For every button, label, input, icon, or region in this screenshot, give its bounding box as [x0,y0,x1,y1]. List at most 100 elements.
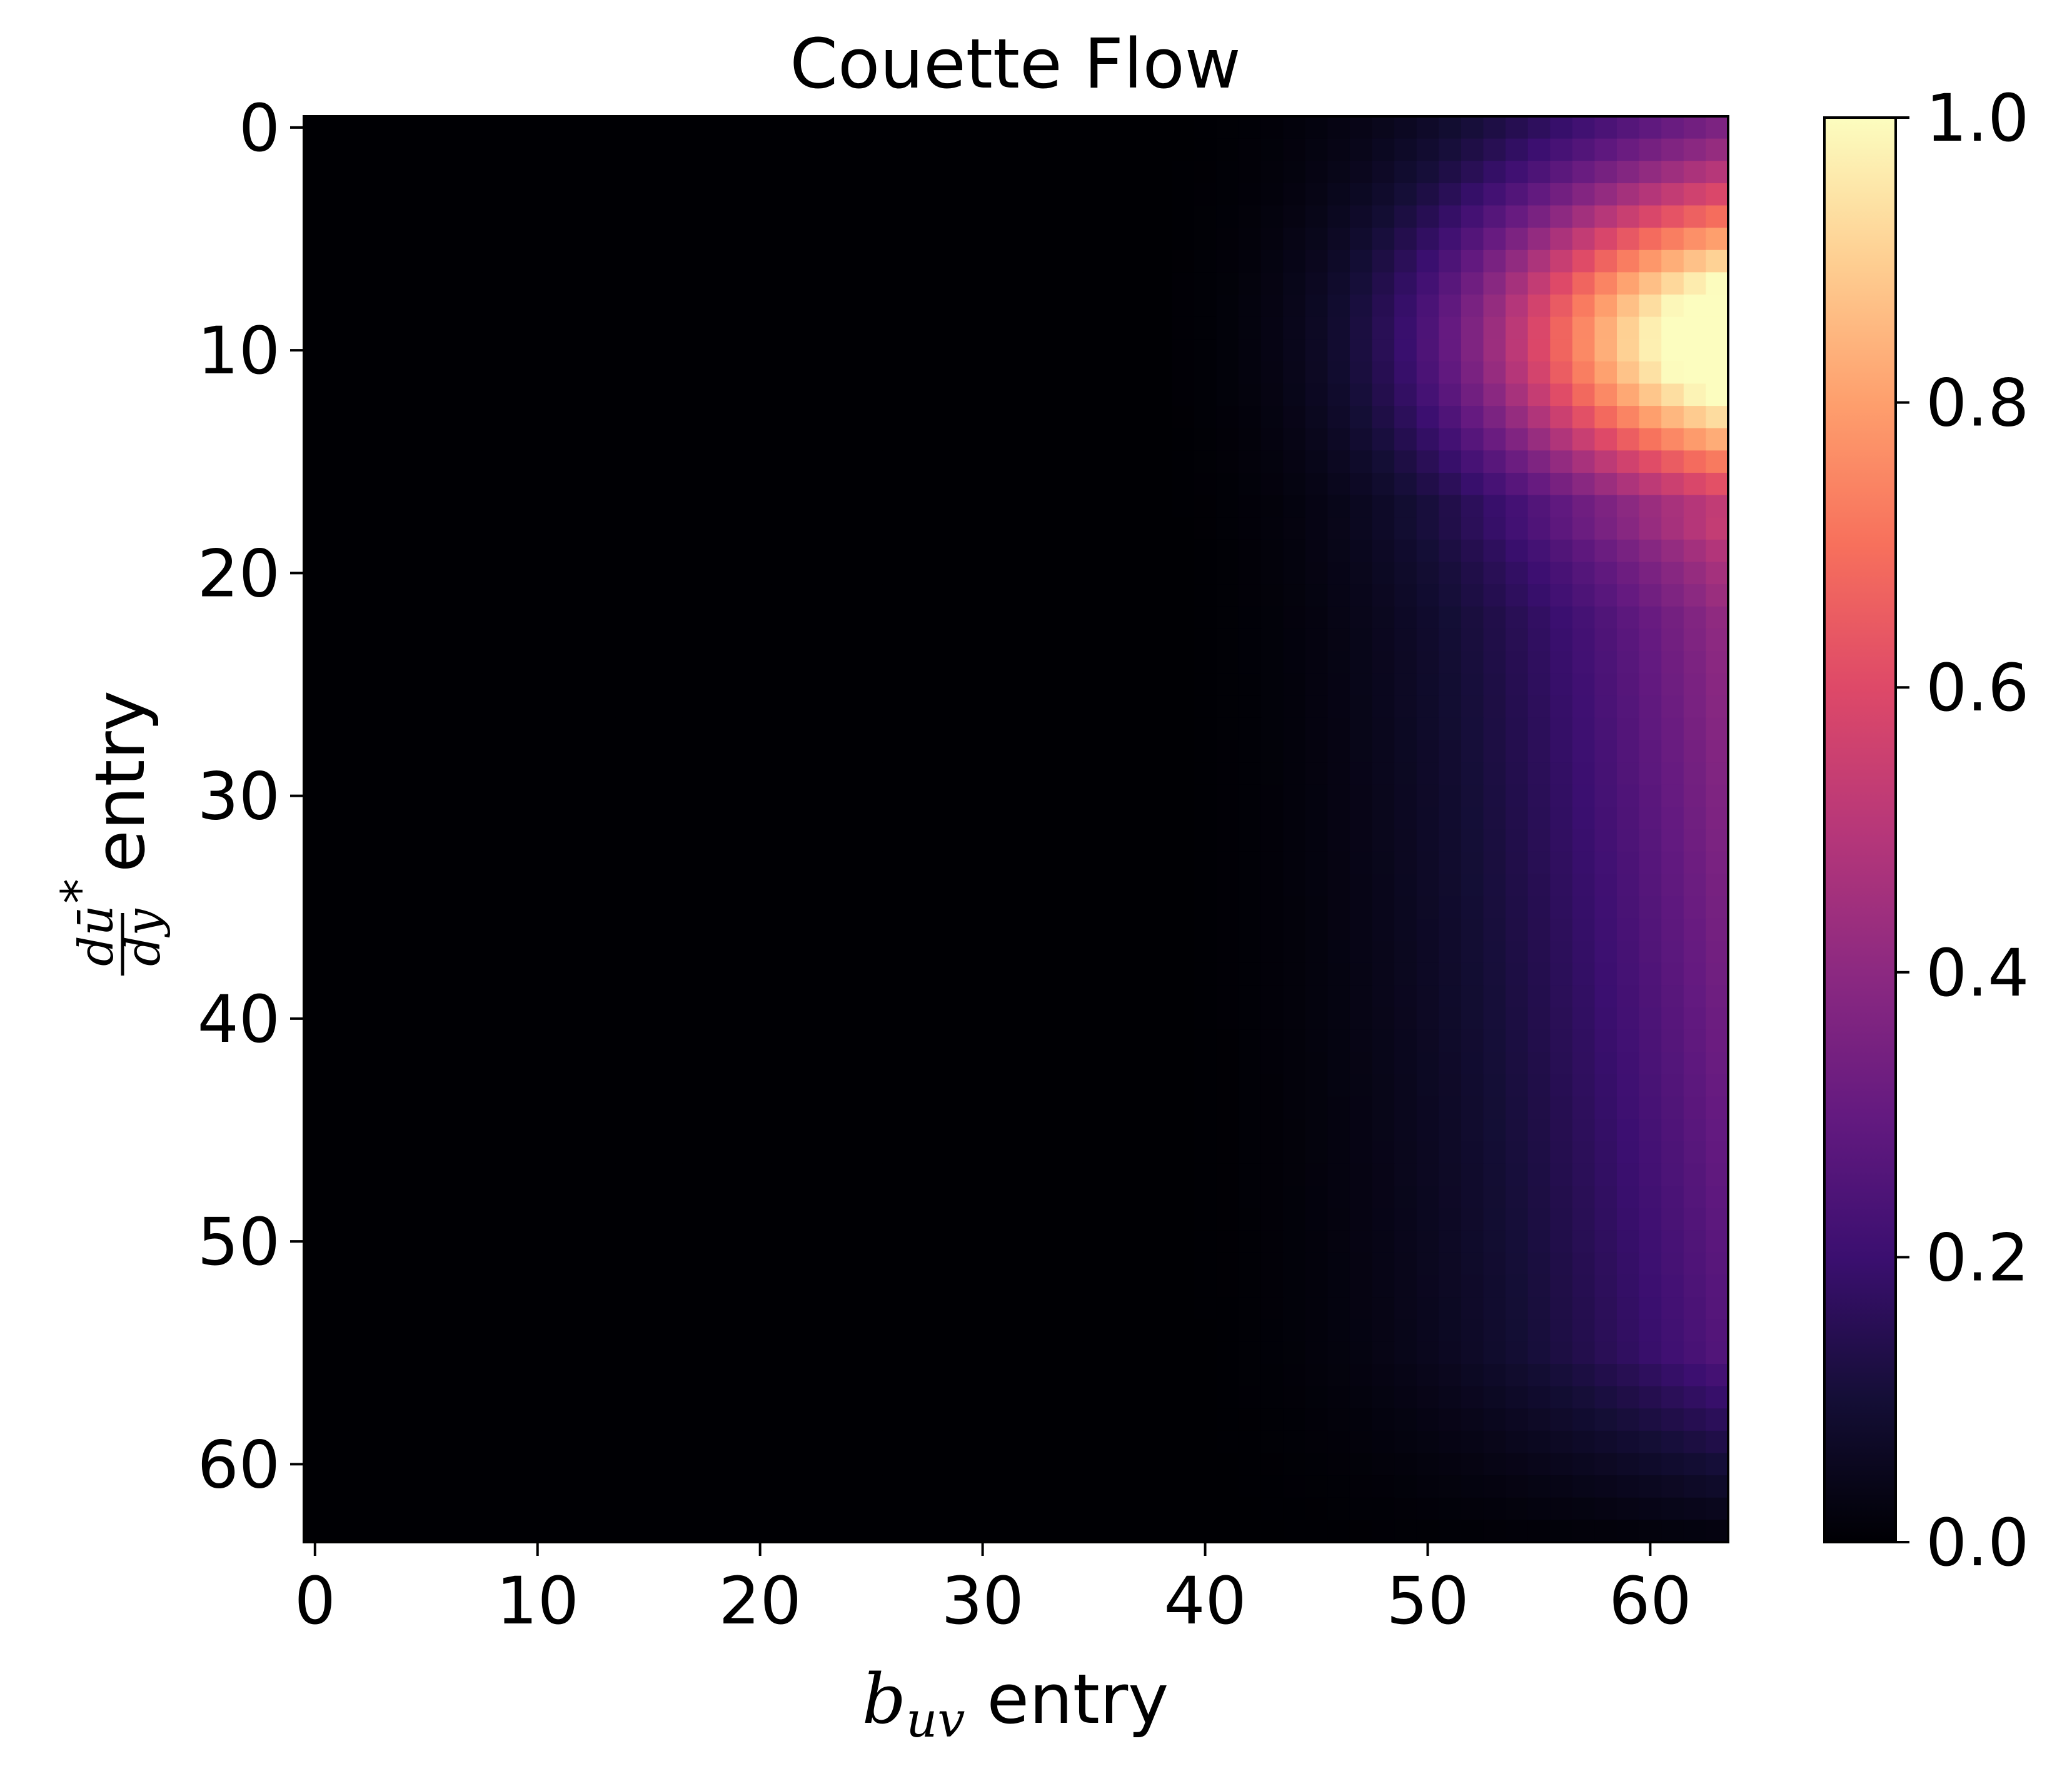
heatmap-cell [415,228,438,251]
heatmap-cell [1661,473,1684,496]
heatmap-cell [637,473,661,496]
heatmap-cell [1260,851,1284,874]
heatmap-cell [460,406,483,429]
heatmap-cell [993,183,1017,206]
heatmap-cell [1461,383,1484,406]
heatmap-cell [793,339,817,362]
heatmap-cell [1572,383,1596,406]
y-tick-label: 40 [198,981,280,1057]
heatmap-cell [370,918,393,941]
heatmap-cell [1283,784,1306,807]
heatmap-cell [1060,161,1084,184]
heatmap-cell [1016,1186,1039,1209]
heatmap-cell [1216,985,1239,1008]
heatmap-cell [1506,1274,1529,1298]
heatmap-cell [748,1252,772,1276]
heatmap-cell [1372,985,1395,1008]
heatmap-cell [660,1141,683,1164]
heatmap-cell [1305,272,1328,295]
heatmap-cell [1016,1252,1039,1276]
heatmap-cell [1550,1408,1573,1431]
heatmap-cell [793,1141,817,1164]
heatmap-cell [1105,1119,1128,1142]
heatmap-cell [971,606,994,629]
heatmap-cell [1639,1163,1662,1186]
heatmap-cell [1127,205,1150,228]
heatmap-cell [1639,1520,1662,1543]
heatmap-cell [882,1230,905,1253]
heatmap-cell [437,495,460,518]
heatmap-cell [348,1007,371,1031]
heatmap-cell [1327,717,1350,741]
heatmap-cell [1394,1074,1417,1097]
heatmap-cell [1283,1341,1306,1365]
heatmap-cell [882,1274,905,1298]
heatmap-cell [1372,784,1395,807]
heatmap-cell [949,1208,972,1231]
heatmap-cell [1149,428,1172,451]
heatmap-cell [993,695,1017,719]
heatmap-cell [971,428,994,451]
heatmap-cell [927,316,950,340]
heatmap-cell [660,361,683,385]
heatmap-cell [1105,1029,1128,1052]
heatmap-cell [481,829,505,852]
heatmap-cell [1082,272,1105,295]
heatmap-cell [949,1475,972,1498]
heatmap-cell [1327,874,1350,897]
heatmap-cell [326,473,349,496]
heatmap-cell [437,807,460,830]
heatmap-cell [882,740,905,763]
heatmap-cell [1260,829,1284,852]
heatmap-cell [927,539,950,563]
heatmap-cell [1483,272,1506,295]
heatmap-cell [1639,740,1662,763]
heatmap-cell [437,784,460,807]
heatmap-cell [1483,406,1506,429]
heatmap-cell [838,295,861,318]
heatmap-cell [304,1386,327,1409]
x-axis-label: buv entry [862,1659,1169,1748]
heatmap-cell [771,628,794,652]
heatmap-cell [1194,628,1217,652]
heatmap-cell [393,874,416,897]
heatmap-cell [1238,383,1262,406]
heatmap-cell [1639,138,1662,161]
heatmap-cell [1260,138,1284,161]
heatmap-cell [548,339,571,362]
heatmap-cell [771,717,794,741]
heatmap-cell [1639,539,1662,563]
heatmap-cell [1216,962,1239,986]
heatmap-cell [1016,1520,1039,1543]
heatmap-cell [1038,1497,1061,1520]
heatmap-cell [660,1319,683,1342]
heatmap-cell [748,1230,772,1253]
heatmap-cell [838,1341,861,1365]
heatmap-cell [637,874,661,897]
heatmap-cell [1439,473,1462,496]
heatmap-cell [571,1163,594,1186]
heatmap-cell [304,584,327,607]
heatmap-cell [1483,740,1506,763]
heatmap-cell [1372,138,1395,161]
heatmap-cell [370,1163,393,1186]
heatmap-cell [1105,985,1128,1008]
heatmap-cell [771,784,794,807]
heatmap-cell [504,1052,527,1075]
heatmap-cell [1527,829,1551,852]
heatmap-cell [1550,1475,1573,1498]
heatmap-cell [660,562,683,585]
heatmap-cell [682,1408,705,1431]
heatmap-cell [971,272,994,295]
heatmap-cell [1238,406,1262,429]
heatmap-cell [1060,1520,1084,1543]
heatmap-cell [1550,784,1573,807]
heatmap-cell [815,1453,838,1476]
heatmap-cell [1439,1007,1462,1031]
heatmap-cell [1506,1430,1529,1454]
heatmap-cell [1149,1341,1172,1365]
heatmap-cell [370,183,393,206]
heatmap-cell [393,584,416,607]
heatmap-cell [1172,517,1195,540]
heatmap-cell [1483,651,1506,674]
